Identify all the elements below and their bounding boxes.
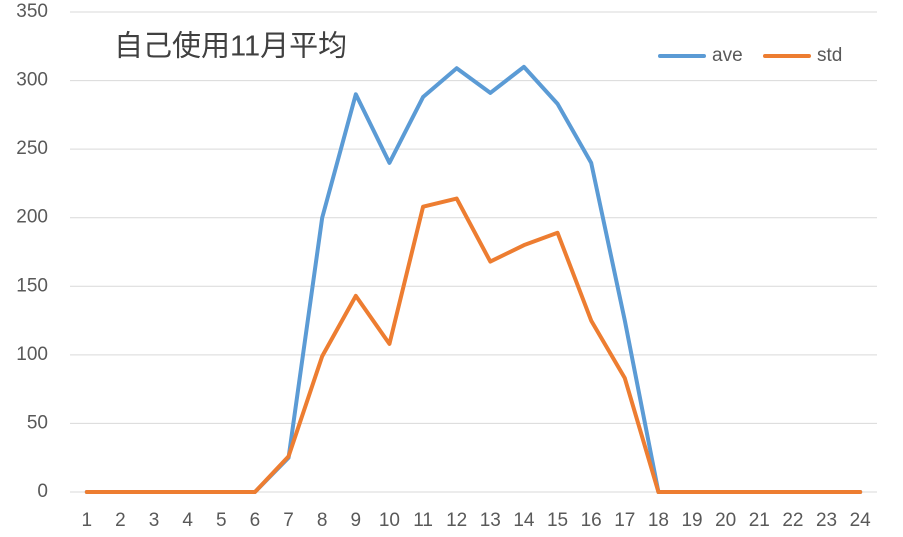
x-tick-label: 7 [283,510,294,531]
x-tick-label: 18 [648,510,669,531]
chart-title: 自己使用11月平均 [114,30,347,63]
x-tick-label: 4 [182,510,193,531]
x-tick-label: 24 [850,510,872,531]
x-tick-label: 12 [446,510,467,531]
x-tick-label: 13 [480,510,501,531]
series-line [84,196,863,494]
x-tick-label: 10 [379,510,400,531]
x-tick-label: 23 [816,510,837,531]
y-tick-label: 350 [16,1,48,22]
x-tick-label: 6 [250,510,261,531]
x-tick-label: 16 [581,510,602,531]
legend-label: std [817,45,842,66]
x-tick-label: 17 [614,510,635,531]
x-tick-label: 2 [115,510,126,531]
y-tick-label: 150 [16,275,48,296]
y-tick-label: 300 [16,70,48,91]
x-tick-label: 3 [149,510,160,531]
x-tick-label: 9 [351,510,362,531]
y-tick-label: 50 [27,412,48,433]
y-tick-label: 100 [16,344,48,365]
x-tick-label: 14 [513,510,535,531]
x-tick-label: 15 [547,510,568,531]
x-tick-label: 19 [681,510,702,531]
x-tick-label: 21 [749,510,770,531]
x-tick-label: 20 [715,510,736,531]
x-tick-label: 1 [82,510,93,531]
x-tick-label: 8 [317,510,328,531]
x-tick-label: 5 [216,510,227,531]
x-tick-label: 22 [782,510,803,531]
y-tick-label: 200 [16,207,48,228]
y-tick-label: 250 [16,138,48,159]
series-line [84,64,863,494]
x-tick-label: 11 [413,510,433,531]
legend-label: ave [712,45,743,66]
y-tick-label: 0 [37,481,48,502]
